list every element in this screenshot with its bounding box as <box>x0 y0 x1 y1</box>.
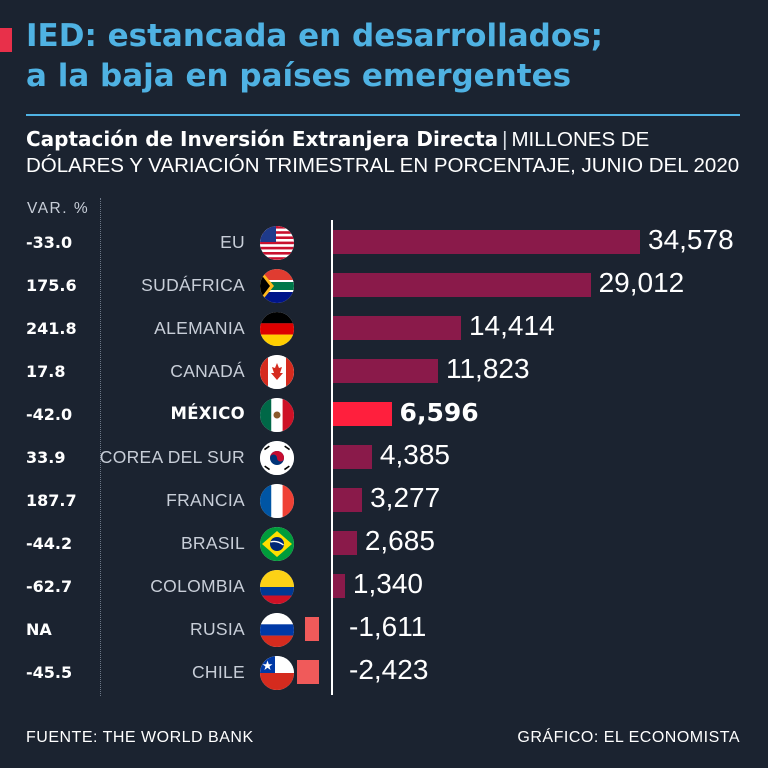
category-label: MÉXICO <box>170 404 245 423</box>
value-label: 34,578 <box>648 224 734 255</box>
mexico-flag-icon <box>260 398 294 432</box>
category-label: CANADÁ <box>170 361 245 381</box>
bar <box>333 445 372 469</box>
bar-row: -44.2 BRASIL 2,685 <box>0 523 768 566</box>
bar <box>333 488 363 512</box>
category-label: SUDÁFRICA <box>141 275 245 295</box>
bar-row: 175.6 SUDÁFRICA 29,012 <box>0 265 768 308</box>
bar-row: -33.0 EU 34,578 <box>0 222 768 265</box>
bar <box>333 402 392 426</box>
bar-row: -42.0 MÉXICO 6,596 <box>0 394 768 437</box>
us-flag-icon <box>260 226 294 260</box>
value-label: -1,611 <box>349 611 427 642</box>
value-label: 6,596 <box>399 398 479 427</box>
subtitle-units-2: DÓLARES Y VARIACIÓN TRIMESTRAL EN PORCEN… <box>26 154 740 177</box>
brazil-flag-icon <box>260 527 294 561</box>
chart-title-line-2: a la baja en países emergentes <box>26 58 572 94</box>
var-pct-label: 187.7 <box>26 491 77 510</box>
value-label: 1,340 <box>352 568 423 599</box>
value-label: -2,423 <box>349 654 429 685</box>
value-label: 2,685 <box>364 525 435 556</box>
var-pct-label: -42.0 <box>26 405 73 424</box>
var-column-divider <box>100 198 101 696</box>
category-label: BRASIL <box>180 533 245 553</box>
var-pct-label: -44.2 <box>26 534 73 553</box>
value-label: 4,385 <box>379 439 450 470</box>
value-label: 14,414 <box>468 310 555 341</box>
var-pct-label: -33.0 <box>26 233 73 252</box>
bar <box>333 359 438 383</box>
chart-title-line-1: IED: estancada en desarrollados; <box>26 18 603 54</box>
var-pct-label: 17.8 <box>26 362 66 381</box>
title-divider <box>26 114 740 116</box>
bar <box>333 273 591 297</box>
bar-row: -45.5 CHILE -2,423 <box>0 652 768 695</box>
subtitle-separator: | <box>502 128 508 151</box>
category-label: FRANCIA <box>166 490 245 510</box>
colombia-flag-icon <box>260 570 294 604</box>
zero-axis-line <box>331 220 333 695</box>
var-pct-label: -62.7 <box>26 577 73 596</box>
value-label: 11,823 <box>445 353 530 384</box>
germany-flag-icon <box>260 312 294 346</box>
russia-flag-icon <box>260 613 294 647</box>
chile-flag-icon <box>260 656 294 690</box>
chart-subtitle: Captación de Inversión Extranjera Direct… <box>26 126 746 179</box>
france-flag-icon <box>260 484 294 518</box>
bar-row: NA RUSIA -1,611 <box>0 609 768 652</box>
category-label: RUSIA <box>190 619 245 639</box>
subtitle-bold: Captación de Inversión Extranjera Direct… <box>26 127 499 151</box>
value-label: 3,277 <box>370 482 441 513</box>
category-label: EU <box>220 232 245 252</box>
bar <box>297 660 319 684</box>
south-africa-flag-icon <box>260 269 294 303</box>
bar-row: -62.7 COLOMBIA 1,340 <box>0 566 768 609</box>
bar <box>333 531 357 555</box>
bar-row: 187.7 FRANCIA 3,277 <box>0 480 768 523</box>
bar-row: 241.8 ALEMANIA 14,414 <box>0 308 768 351</box>
category-label: CHILE <box>191 662 245 682</box>
category-label: COREA DEL SUR <box>99 447 245 467</box>
bar-row: 33.9 COREA DEL SUR 4,385 <box>0 437 768 480</box>
source-note: FUENTE: THE WORLD BANK <box>26 729 254 746</box>
category-label: COLOMBIA <box>150 576 245 596</box>
south-korea-flag-icon <box>260 441 294 475</box>
bar <box>304 617 319 641</box>
graphic-credit: GRÁFICO: EL ECONOMISTA <box>517 729 740 746</box>
var-pct-label: 33.9 <box>26 448 66 467</box>
value-label: 29,012 <box>598 267 685 298</box>
category-label: ALEMANIA <box>154 318 245 338</box>
var-pct-label: NA <box>26 620 52 639</box>
chart-title: IED: estancada en desarrollados; a la ba… <box>26 16 756 96</box>
var-pct-label: 241.8 <box>26 319 77 338</box>
var-column-header: VAR. % <box>27 200 90 217</box>
canada-flag-icon <box>260 355 294 389</box>
title-accent-mark <box>0 28 12 52</box>
var-pct-label: 175.6 <box>26 276 77 295</box>
subtitle-units-1: MILLONES DE <box>511 128 650 151</box>
bar-row: 17.8 CANADÁ 11,823 <box>0 351 768 394</box>
bar <box>333 230 640 254</box>
var-pct-label: -45.5 <box>26 663 73 682</box>
bar <box>333 574 345 598</box>
bar <box>333 316 461 340</box>
